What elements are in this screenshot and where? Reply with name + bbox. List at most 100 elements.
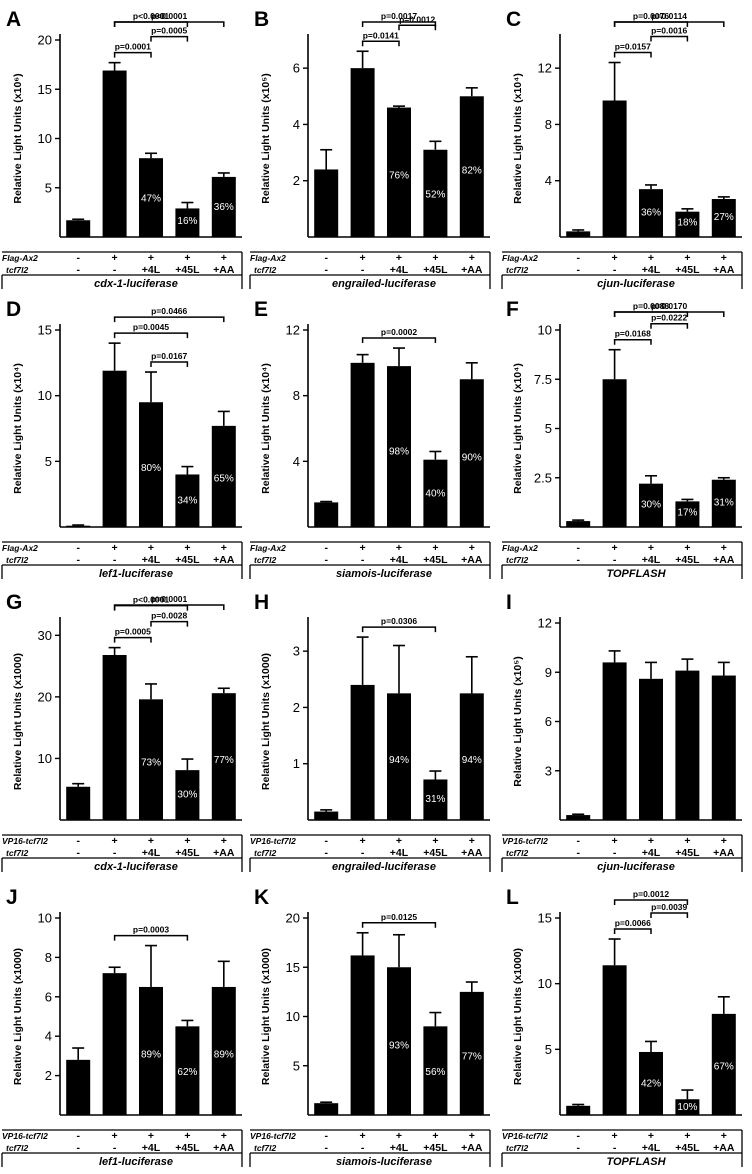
condition-row2-cell: +4L (642, 264, 661, 276)
bar (602, 662, 627, 820)
panel-letter: H (254, 591, 269, 614)
bar (139, 699, 163, 820)
bar (566, 815, 591, 820)
p-value-label: p=0.0001 (151, 594, 187, 604)
y-tick-label: 2 (293, 700, 300, 715)
condition-row2-cell: +45L (675, 554, 700, 566)
condition-row1-cell: + (112, 542, 118, 554)
bar (711, 1013, 736, 1115)
condition-row1-cell: + (148, 1130, 154, 1142)
condition-row1-cell: - (76, 1130, 80, 1142)
y-tick-label: 5 (545, 421, 552, 436)
condition-row1-cell: + (648, 252, 654, 264)
condition-row2-cell: +AA (713, 264, 735, 276)
y-tick-label: 10 (38, 751, 52, 766)
bar (211, 425, 236, 527)
p-value-label: p=0.0222 (651, 313, 687, 323)
percent-label: 93% (389, 1041, 409, 1052)
condition-row2-cell: - (576, 847, 580, 859)
percent-label: 52% (425, 190, 445, 201)
p-value-label: p=0.0005 (151, 26, 187, 36)
y-tick-label: 10 (38, 131, 52, 146)
p-value-label: p=0.0066 (615, 918, 651, 928)
condition-row1-cell: + (432, 542, 438, 554)
row-label-construct: VP16-tcf7l2 (2, 1131, 48, 1141)
condition-row1-cell: + (112, 1130, 118, 1142)
y-tick-label: 30 (38, 628, 52, 643)
bar (314, 169, 339, 237)
condition-row1-cell: + (684, 542, 690, 554)
p-value-label: p=0.0466 (151, 306, 187, 316)
y-tick-label: 5 (45, 180, 52, 195)
bar (387, 366, 411, 527)
condition-row2-cell: - (361, 554, 365, 566)
percent-label: 47% (141, 194, 161, 205)
p-value-label: p=0.0003 (133, 925, 169, 935)
condition-row1-cell: + (396, 542, 402, 554)
p-value-label: p=0.0076 (633, 11, 669, 21)
row-label-construct: VP16-tcf7l2 (250, 836, 296, 846)
panel-letter: G (6, 591, 22, 614)
row-label-construct: Flag-Ax2 (250, 543, 286, 553)
condition-row1-cell: - (324, 1130, 328, 1142)
percent-label: 73% (141, 758, 161, 769)
bar (175, 770, 200, 820)
condition-row2-cell: +AA (213, 847, 235, 859)
bar (211, 693, 236, 820)
bar (639, 678, 663, 820)
y-axis-label: Relative Light Units (x10⁵) (260, 73, 272, 203)
bar (102, 70, 127, 237)
condition-row1-cell: + (148, 835, 154, 847)
significance-bracket (150, 35, 189, 42)
y-tick-label: 12 (538, 616, 552, 631)
chart-panel-l: L Relative Light Units (x1000) 5 10 15 42% 10%… (501, 886, 743, 1168)
row-label-tcf7l2: tcf7l2 (6, 555, 28, 565)
y-axis-label: Relative Light Units (x1000) (260, 653, 272, 790)
condition-row2-cell: +45L (175, 1142, 200, 1154)
condition-row1-cell: + (721, 252, 727, 264)
condition-row1-cell: + (612, 835, 618, 847)
significance-bracket (613, 899, 689, 905)
y-axis-label: Relative Light Units (x1000) (512, 948, 524, 1085)
p-value-label: p<0.0001 (133, 595, 169, 605)
condition-row2-cell: +4L (142, 264, 161, 276)
bar (711, 199, 736, 237)
y-axis-label: Relative Light Units (x1000) (12, 948, 24, 1085)
panel-letter: D (6, 298, 21, 321)
row-label-tcf7l2: tcf7l2 (6, 848, 28, 858)
bar (711, 479, 736, 527)
p-value-label: p=0.0001 (115, 42, 151, 52)
percent-label: 30% (641, 499, 661, 510)
bar (459, 96, 484, 238)
p-value-label: p=0.0028 (151, 611, 187, 621)
significance-bracket (361, 21, 437, 27)
condition-row1-cell: + (184, 1130, 190, 1142)
significance-bracket (113, 604, 225, 610)
panel-letter: E (254, 298, 268, 321)
percent-label: 90% (462, 453, 482, 464)
percent-label: 27% (714, 212, 734, 223)
condition-row2-cell: - (113, 554, 117, 566)
condition-row1-cell: + (148, 542, 154, 554)
y-tick-label: 20 (38, 689, 52, 704)
chart-panel-a: A Relative Light Units (x10⁶) 5 10 15 20 47% 16… (1, 8, 243, 290)
significance-bracket (613, 928, 652, 935)
condition-row1-cell: + (112, 252, 118, 264)
condition-row2-cell: - (613, 847, 617, 859)
bar (350, 684, 375, 820)
percent-label: 98% (389, 447, 409, 458)
y-tick-label: 9 (545, 665, 552, 680)
y-tick-label: 6 (293, 61, 300, 76)
significance-bracket (613, 51, 652, 58)
condition-row1-cell: + (721, 1130, 727, 1142)
significance-bracket (150, 361, 189, 368)
p-value-label: p=0.0141 (363, 30, 399, 40)
y-axis-label: Relative Light Units (x10⁴) (260, 363, 272, 494)
row-label-tcf7l2: tcf7l2 (6, 265, 28, 275)
y-tick-label: 3 (545, 763, 552, 778)
significance-bracket (113, 316, 225, 323)
condition-row1-cell: + (221, 542, 227, 554)
p-value-label: p=0.0088 (633, 301, 669, 311)
bar (66, 220, 91, 237)
condition-row2-cell: - (361, 1142, 365, 1154)
